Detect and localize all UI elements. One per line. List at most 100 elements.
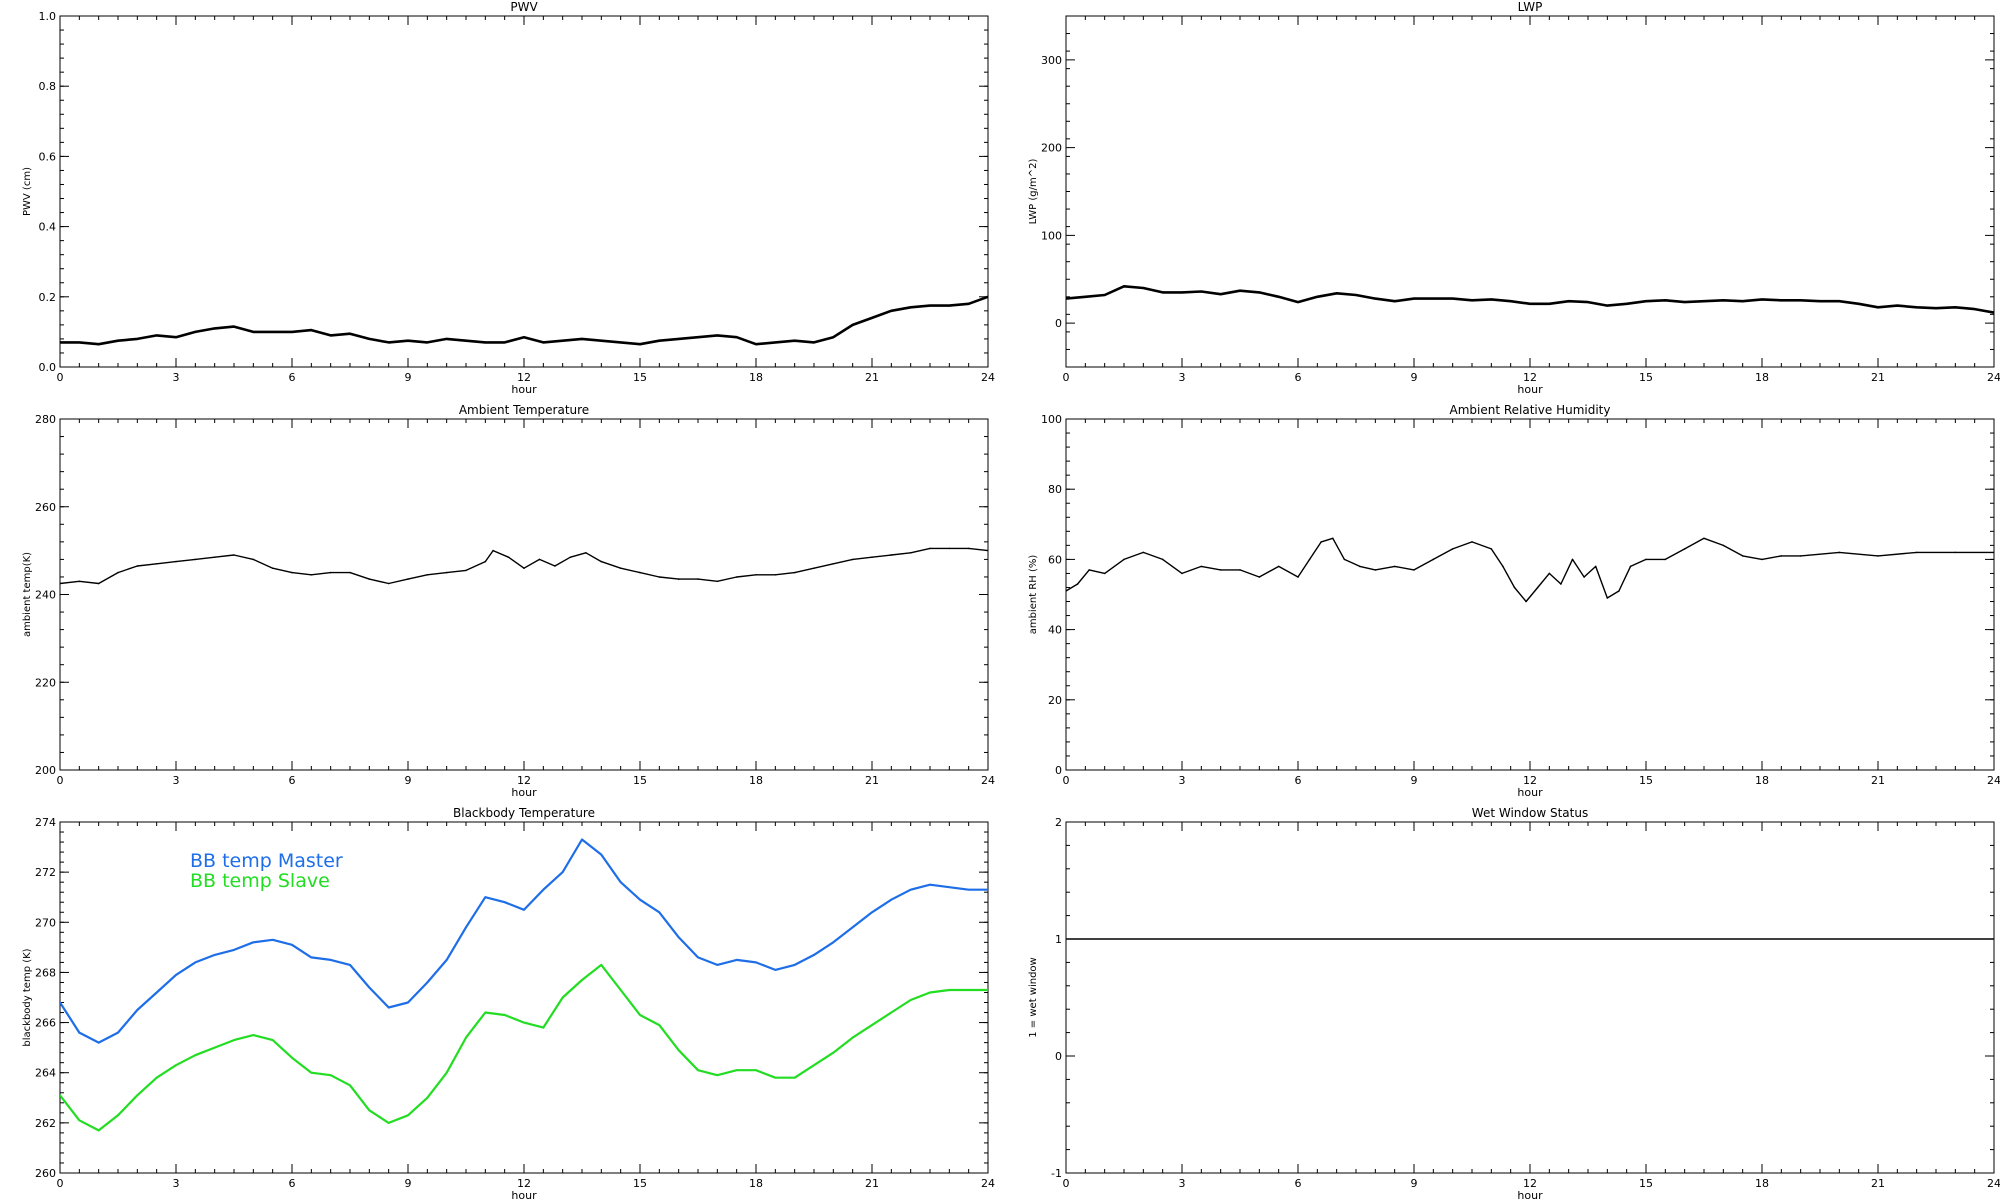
plot-frame (59, 418, 989, 771)
data-point (1219, 293, 1222, 296)
data-point (1413, 569, 1415, 571)
data-point (871, 317, 873, 319)
data-point (1529, 303, 1531, 305)
x-tick-label: 18 (1755, 774, 1769, 787)
data-point (1560, 583, 1562, 585)
data-point (871, 1024, 873, 1026)
data-point (677, 578, 680, 580)
x-axis-label: hour (511, 383, 537, 396)
data-point (619, 989, 622, 991)
data-point (1316, 296, 1319, 298)
data-point (1200, 290, 1203, 293)
data-point (407, 578, 409, 580)
data-point (658, 1024, 661, 1026)
data-point (735, 1069, 738, 1071)
data-point (542, 888, 545, 891)
data-point (368, 338, 371, 340)
data-point (600, 853, 603, 856)
y-tick-label: 200 (1041, 142, 1062, 155)
x-tick-label: 12 (1523, 371, 1537, 384)
data-point (465, 339, 467, 342)
y-tick-label: 0 (1055, 1050, 1062, 1063)
x-tick-label: 21 (865, 371, 879, 384)
data-point (387, 341, 390, 344)
x-tick-label: 24 (1987, 371, 2000, 384)
data-point (1513, 586, 1516, 589)
x-tick-label: 18 (749, 371, 763, 384)
data-point (890, 554, 893, 556)
data-point (1393, 565, 1396, 568)
data-point (542, 1026, 545, 1029)
x-tick-label: 15 (633, 774, 647, 787)
y-tick-label: 262 (35, 1117, 56, 1130)
data-point (271, 939, 274, 941)
y-tick-label: 240 (35, 589, 56, 602)
data-point (310, 329, 313, 331)
data-point (1583, 576, 1585, 578)
data-point (78, 1119, 81, 1122)
data-point (569, 556, 572, 558)
data-point (735, 336, 738, 339)
data-point (1393, 300, 1396, 303)
data-point (155, 1076, 158, 1079)
data-point (291, 331, 293, 333)
data-point (1066, 297, 1067, 300)
data-point (329, 571, 332, 574)
data-point (1432, 558, 1435, 561)
data-point (445, 571, 448, 574)
data-point (252, 1034, 255, 1036)
data-point (484, 341, 487, 344)
data-point (697, 336, 699, 339)
data-point (1536, 586, 1539, 589)
data-point (1954, 306, 1957, 309)
data-point (1066, 938, 1067, 940)
data-point (407, 339, 409, 342)
data-point (755, 574, 757, 576)
series-line-0 (1066, 284, 1994, 314)
data-point (465, 926, 467, 929)
data-point (929, 304, 931, 307)
data-point (639, 571, 641, 574)
data-point (1161, 558, 1164, 561)
y-tick-label: 268 (35, 966, 56, 979)
chart-title: PWV (510, 0, 538, 14)
data-point (716, 964, 719, 966)
data-point (1877, 306, 1879, 309)
series-line-0 (1066, 537, 1994, 603)
data-point (600, 964, 603, 966)
data-point (793, 571, 796, 574)
data-point (329, 1074, 332, 1076)
data-point (523, 1021, 525, 1024)
x-tick-label: 6 (1295, 774, 1302, 787)
data-point (1606, 304, 1609, 307)
data-point (716, 334, 719, 337)
data-point (1857, 303, 1860, 305)
data-point (1181, 572, 1183, 575)
data-point (507, 556, 510, 558)
data-point (871, 911, 873, 914)
data-point (1993, 311, 1994, 314)
x-tick-label: 18 (749, 1177, 763, 1190)
data-point (117, 571, 119, 574)
data-point (1683, 301, 1686, 303)
y-tick-label: 0.2 (39, 291, 57, 304)
data-point (639, 1014, 641, 1016)
data-point (1703, 300, 1705, 303)
data-point (291, 571, 293, 574)
chart-panel-0: PWV 0 3 6 9 12 15 18 21 24 hour 0.0 0.2 0.4 0.6 0.8 1.0 P… (22, 0, 995, 396)
x-tick-label: 12 (1523, 1177, 1537, 1190)
data-point (194, 961, 197, 964)
data-point (1722, 299, 1725, 302)
data-point (561, 996, 564, 999)
data-point (426, 574, 429, 576)
data-point (291, 944, 293, 946)
y-tick-label: 80 (1048, 483, 1062, 496)
x-tick-label: 12 (1523, 774, 1537, 787)
data-point (78, 341, 81, 344)
plot-frame (1065, 15, 1995, 368)
data-point (1548, 303, 1551, 305)
data-point (503, 341, 506, 344)
data-point (1359, 565, 1361, 568)
data-point (1780, 299, 1783, 302)
